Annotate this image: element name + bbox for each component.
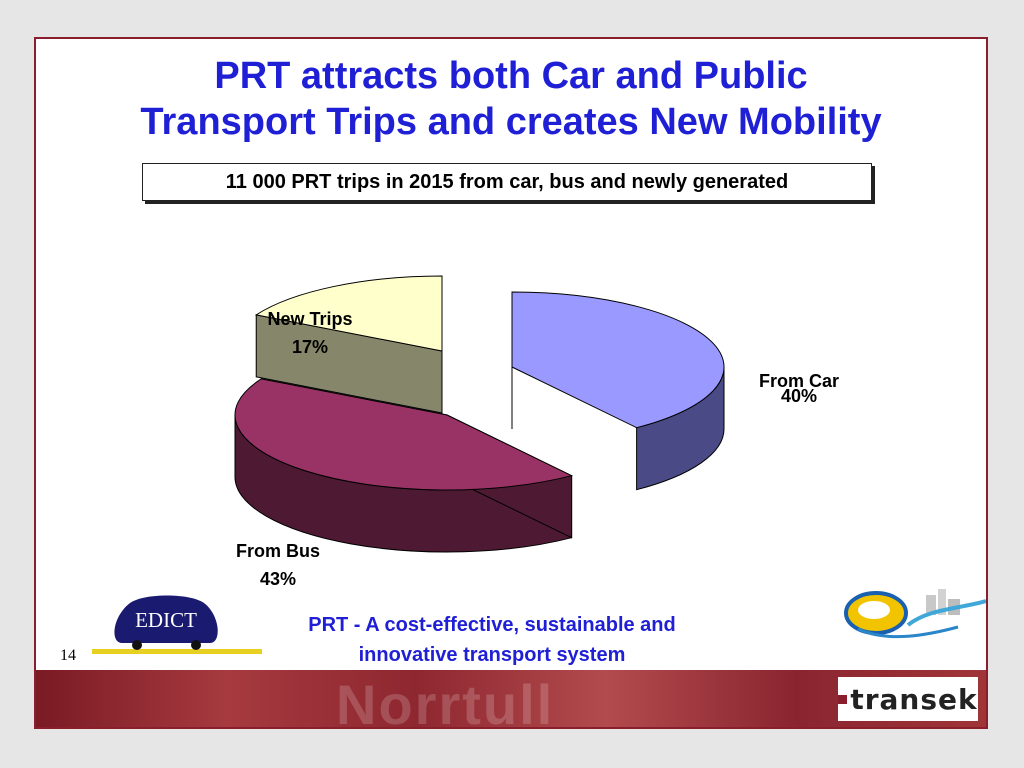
- transek-logo: transek: [838, 677, 978, 721]
- pie-slice-from-car: [511, 291, 725, 429]
- pie-slice-from-bus: [234, 378, 574, 491]
- label-new-trips-value: 17%: [292, 337, 328, 357]
- edict-logo-text: EDICT: [135, 608, 197, 632]
- logo-underline: [92, 649, 262, 654]
- label-from-car-value: 40%: [781, 386, 817, 406]
- prt-logo: [838, 585, 986, 670]
- title-line-2: Transport Trips and creates New Mobility: [140, 101, 882, 143]
- transek-square-icon: [838, 694, 848, 704]
- slide-number: 14: [60, 647, 76, 664]
- slide: PRT attracts both Car and Public Transpo…: [34, 37, 988, 729]
- track-icon: [906, 599, 986, 627]
- label-from-bus-name: From Bus: [236, 541, 320, 561]
- footer-line-2: innovative transport system: [358, 644, 626, 666]
- footer-tagline: PRT - A cost-effective, sustainable and …: [242, 610, 742, 670]
- transek-logo-text: transek: [850, 682, 978, 716]
- edict-logo: EDICT: [92, 591, 262, 666]
- label-from-car-name: From Car: [759, 371, 839, 391]
- label-from-bus-value: 43%: [260, 569, 296, 589]
- pie-top-faces: [234, 275, 725, 491]
- footer-line-1: PRT - A cost-effective, sustainable and: [308, 614, 676, 636]
- pie-slice-new-trips: [254, 275, 443, 352]
- edict-vehicle-icon: [114, 595, 218, 643]
- title-line-1: PRT attracts both Car and Public: [214, 55, 808, 97]
- footer-banner: Norrtull transek: [36, 670, 986, 729]
- banner-background-text: Norrtull: [336, 673, 555, 729]
- chart-subtitle: 11 000 PRT trips in 2015 from car, bus a…: [142, 163, 872, 201]
- label-new-trips-name: New Trips: [267, 309, 352, 329]
- slide-title: PRT attracts both Car and Public Transpo…: [36, 53, 986, 145]
